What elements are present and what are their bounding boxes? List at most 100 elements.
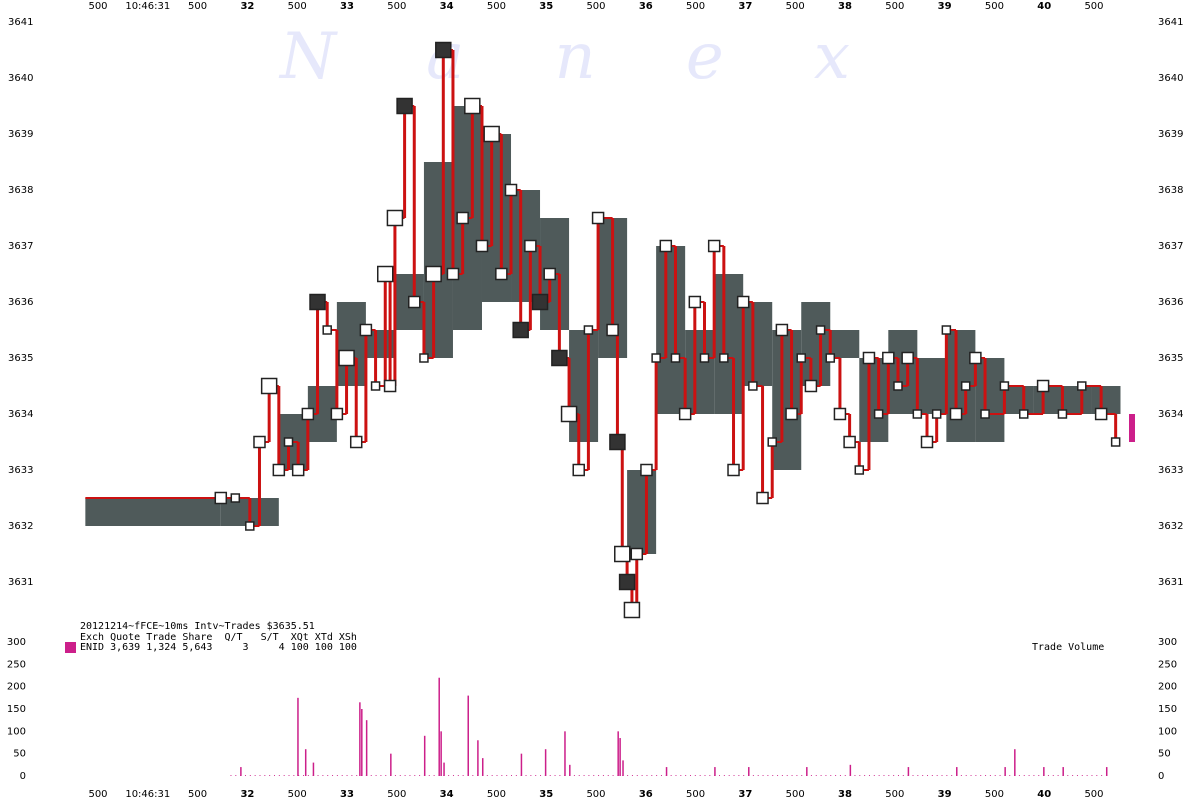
x-tick-label-bottom: 500 bbox=[786, 789, 805, 800]
trade-box bbox=[843, 435, 856, 449]
trade-box bbox=[322, 325, 332, 335]
volume-baseline-bar bbox=[428, 775, 430, 776]
volume-baseline-bar bbox=[598, 775, 600, 776]
volume-baseline-bar bbox=[515, 775, 517, 776]
y-tick-label-right: 3633 bbox=[1158, 465, 1183, 476]
volume-baseline-bar bbox=[346, 775, 348, 776]
trade-box bbox=[330, 407, 344, 421]
y-tick-label-right: 3631 bbox=[1158, 577, 1183, 588]
x-tick-label-bottom: 500 bbox=[1084, 789, 1103, 800]
volume-baseline-bar bbox=[235, 775, 237, 776]
trade-box bbox=[475, 239, 489, 253]
volume-baseline-bar bbox=[970, 775, 972, 776]
volume-baseline-bar bbox=[728, 775, 730, 776]
volume-bar bbox=[665, 767, 668, 776]
volume-baseline-bar bbox=[994, 775, 996, 776]
volume-baseline-bar bbox=[535, 775, 537, 776]
quote-band-segment bbox=[917, 358, 947, 414]
trade-box bbox=[623, 601, 641, 619]
x-tick-label-bottom: 34 bbox=[440, 789, 454, 800]
volume-baseline-bar bbox=[1033, 775, 1035, 776]
volume-baseline-bar bbox=[452, 775, 454, 776]
volume-baseline-bar bbox=[244, 775, 246, 776]
trade-box bbox=[260, 377, 278, 395]
volume-baseline-bar bbox=[351, 775, 353, 776]
volume-baseline-bar bbox=[462, 775, 464, 776]
volume-baseline-bar bbox=[786, 775, 788, 776]
exchange-color-swatch bbox=[65, 642, 76, 653]
trade-box bbox=[736, 295, 750, 309]
y-tick-label-left: 3634 bbox=[8, 409, 33, 420]
trade-box bbox=[1018, 409, 1029, 419]
trade-box bbox=[804, 379, 818, 393]
y-tick-label-right: 3632 bbox=[1158, 521, 1183, 532]
trade-box bbox=[483, 125, 500, 143]
volume-tick-label-left: 200 bbox=[7, 682, 26, 693]
volume-baseline-bar bbox=[273, 775, 275, 776]
volume-baseline-bar bbox=[1081, 775, 1083, 776]
trade-box bbox=[370, 381, 381, 391]
volume-baseline-bar bbox=[951, 775, 953, 776]
volume-baseline-bar bbox=[975, 775, 977, 776]
trade-box bbox=[815, 325, 826, 335]
volume-baseline-bar bbox=[385, 775, 387, 776]
trade-box bbox=[941, 325, 952, 335]
trade-box bbox=[512, 321, 529, 339]
volume-baseline-bar bbox=[689, 775, 691, 776]
trade-box bbox=[999, 381, 1010, 391]
volume-baseline-bar bbox=[1057, 775, 1059, 776]
volume-baseline-bar bbox=[917, 775, 919, 776]
quote-band-segment bbox=[423, 162, 453, 358]
volume-bar bbox=[1004, 767, 1006, 776]
trade-box bbox=[707, 239, 721, 253]
trade-box bbox=[504, 183, 518, 197]
trade-box bbox=[291, 463, 305, 477]
trade-box bbox=[980, 409, 990, 419]
trade-box bbox=[551, 349, 568, 367]
volume-baseline-bar bbox=[1091, 775, 1093, 776]
y-tick-label-right: 3639 bbox=[1158, 129, 1183, 140]
volume-baseline-bar bbox=[583, 775, 585, 776]
trade-box bbox=[446, 267, 460, 281]
volume-baseline-bar bbox=[656, 775, 658, 776]
quote-band-segment bbox=[801, 302, 831, 386]
trade-box bbox=[1057, 409, 1068, 419]
trade-box bbox=[614, 545, 631, 563]
trade-box bbox=[419, 353, 429, 363]
volume-baseline-bar bbox=[980, 775, 982, 776]
volume-tick-label-left: 300 bbox=[7, 637, 26, 648]
quote-band-segment bbox=[569, 330, 599, 442]
volume-baseline-bar bbox=[380, 775, 382, 776]
volume-baseline-bar bbox=[960, 775, 962, 776]
trade-box bbox=[253, 435, 266, 449]
volume-bar bbox=[714, 767, 716, 776]
volume-baseline-bar bbox=[777, 775, 779, 776]
trade-box bbox=[408, 295, 421, 309]
watermark: Nanex bbox=[278, 20, 850, 94]
x-tick-label-top: 40 bbox=[1037, 1, 1051, 12]
trade-box bbox=[283, 437, 294, 447]
volume-baseline-bar bbox=[409, 775, 411, 776]
volume-bar bbox=[956, 767, 958, 776]
y-tick-label-right: 3641 bbox=[1158, 17, 1183, 28]
volume-baseline-bar bbox=[854, 775, 856, 776]
x-tick-label-bottom: 38 bbox=[838, 789, 852, 800]
volume-baseline-bar bbox=[839, 775, 841, 776]
volume-baseline-bar bbox=[269, 775, 271, 776]
volume-baseline-bar bbox=[501, 775, 503, 776]
volume-baseline-bar bbox=[394, 775, 396, 776]
x-tick-label-bottom: 37 bbox=[738, 789, 752, 800]
volume-bar bbox=[312, 762, 315, 776]
volume-baseline-bar bbox=[752, 775, 754, 776]
volume-bar bbox=[622, 760, 624, 776]
volume-bar bbox=[365, 720, 368, 776]
volume-baseline-bar bbox=[486, 775, 488, 776]
x-tick-label-bottom: 500 bbox=[885, 789, 904, 800]
volume-baseline-bar bbox=[820, 775, 822, 776]
volume-bar bbox=[569, 764, 571, 776]
volume-baseline-bar bbox=[873, 775, 875, 776]
volume-baseline-bar bbox=[1072, 775, 1074, 776]
volume-baseline-bar bbox=[709, 775, 711, 776]
y-tick-label-left: 3633 bbox=[8, 465, 33, 476]
